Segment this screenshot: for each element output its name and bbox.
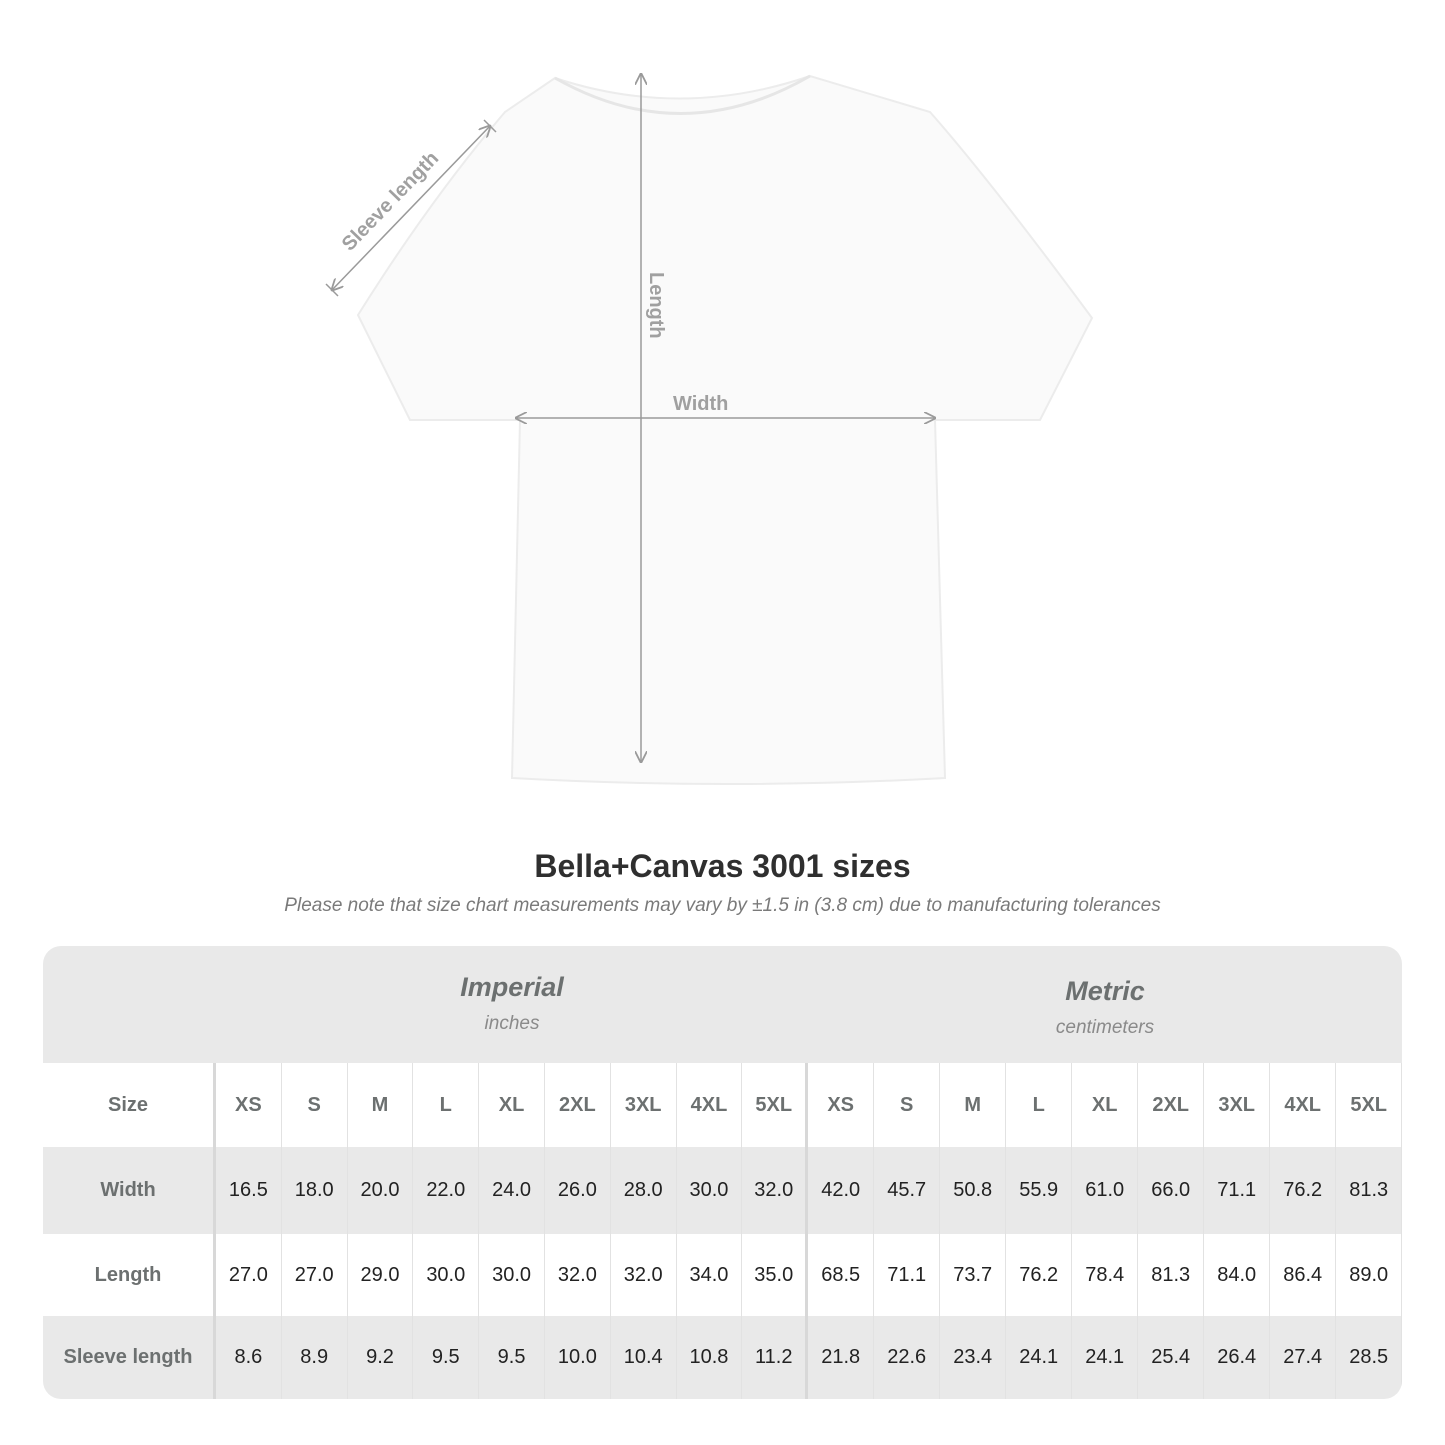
table-cell: 20.0 [348, 1147, 414, 1234]
size-header: XL [1072, 1063, 1139, 1147]
sleeve-measure-cap [483, 119, 497, 133]
size-header: M [348, 1063, 414, 1147]
metric-header: Metric centimeters [808, 946, 1402, 1093]
table-cell: 76.2 [1006, 1234, 1073, 1316]
size-header: 3XL [1204, 1063, 1271, 1147]
table-cell: 45.7 [874, 1147, 941, 1234]
table-cell: 84.0 [1204, 1234, 1271, 1316]
table-cell: 22.6 [874, 1316, 941, 1399]
metric-title: Metric [1065, 976, 1145, 1006]
tolerance-note: Please note that size chart measurements… [284, 895, 1161, 916]
table-cell: 9.5 [413, 1316, 480, 1399]
table-cell: 27.4 [1270, 1316, 1337, 1399]
size-header: S [874, 1063, 941, 1147]
table-cell: 71.1 [1204, 1147, 1271, 1234]
size-header: 2XL [545, 1063, 611, 1147]
table-cell: 89.0 [1336, 1234, 1402, 1316]
table-cell: 10.4 [611, 1316, 677, 1399]
size-header: XS [808, 1063, 875, 1147]
table-cell: 78.4 [1072, 1234, 1139, 1316]
table-cell: 25.4 [1138, 1316, 1205, 1399]
row-label: Sleeve length [43, 1316, 216, 1399]
table-row-sleeve-length: Sleeve length 8.6 8.9 9.2 9.5 9.5 10.0 10.4 10.8… [43, 1316, 1402, 1399]
table-cell: 23.4 [940, 1316, 1007, 1399]
size-table: Imperial inches Metric centimeters Size X… [43, 946, 1402, 1399]
table-cell: 29.0 [348, 1234, 414, 1316]
table-cell: 9.5 [479, 1316, 545, 1399]
table-cell: 24.1 [1006, 1316, 1073, 1399]
imperial-unit: inches [484, 1013, 540, 1034]
table-cell: 8.6 [216, 1316, 282, 1399]
table-cell: 68.5 [808, 1234, 875, 1316]
row-label: Size [43, 1063, 216, 1147]
table-cell: 34.0 [677, 1234, 743, 1316]
table-cell: 10.8 [677, 1316, 743, 1399]
table-cell: 30.0 [413, 1234, 480, 1316]
width-label: Width [673, 393, 728, 415]
table-cell: 81.3 [1138, 1234, 1205, 1316]
row-label: Length [43, 1234, 216, 1316]
table-cell: 71.1 [874, 1234, 941, 1316]
metric-unit: centimeters [1055, 1017, 1155, 1038]
table-cell: 18.0 [282, 1147, 348, 1234]
size-header: 4XL [1270, 1063, 1337, 1147]
table-cell: 32.0 [742, 1147, 809, 1234]
size-header-row: Size XS S M L XL 2XL 3XL 4XL 5XL XS S M L XL 2XL 3XL 4XL 5… [43, 1063, 1402, 1147]
table-cell: 50.8 [940, 1147, 1007, 1234]
table-cell: 16.5 [216, 1147, 282, 1234]
table-cell: 73.7 [940, 1234, 1007, 1316]
table-cell: 55.9 [1006, 1147, 1073, 1234]
table-cell: 28.0 [611, 1147, 677, 1234]
sleeve-measure-cap [325, 283, 339, 297]
size-header: 3XL [611, 1063, 677, 1147]
size-header: XL [479, 1063, 545, 1147]
table-cell: 21.8 [808, 1316, 875, 1399]
size-header: L [1006, 1063, 1073, 1147]
chart-title: Bella+Canvas 3001 sizes [534, 848, 911, 884]
table-cell: 61.0 [1072, 1147, 1139, 1234]
table-cell: 76.2 [1270, 1147, 1337, 1234]
table-cell: 9.2 [348, 1316, 414, 1399]
imperial-title: Imperial [460, 972, 564, 1002]
size-header: M [940, 1063, 1007, 1147]
table-cell: 24.1 [1072, 1316, 1139, 1399]
table-cell: 27.0 [216, 1234, 282, 1316]
size-header: XS [216, 1063, 282, 1147]
table-cell: 66.0 [1138, 1147, 1205, 1234]
table-cell: 26.4 [1204, 1316, 1271, 1399]
table-cell: 8.9 [282, 1316, 348, 1399]
tshirt-shape [356, 74, 1094, 785]
table-cell: 11.2 [742, 1316, 809, 1399]
table-row-width: Width 16.5 18.0 20.0 22.0 24.0 26.0 28.0 30.0 32.… [43, 1147, 1402, 1234]
table-cell: 10.0 [545, 1316, 611, 1399]
table-cell: 32.0 [611, 1234, 677, 1316]
table-cell: 42.0 [808, 1147, 875, 1234]
length-label: Length [645, 272, 667, 339]
size-header: S [282, 1063, 348, 1147]
tshirt-diagram: Sleeve length Length Width [325, 0, 1094, 785]
table-cell: 30.0 [677, 1147, 743, 1234]
tshirt-collar [554, 74, 811, 115]
imperial-header: Imperial inches [216, 946, 808, 1089]
size-header: 5XL [742, 1063, 809, 1147]
table-cell: 32.0 [545, 1234, 611, 1316]
size-header: 5XL [1336, 1063, 1402, 1147]
row-label: Width [43, 1147, 216, 1234]
table-cell: 28.5 [1336, 1316, 1402, 1399]
table-cell: 24.0 [479, 1147, 545, 1234]
table-cell: 22.0 [413, 1147, 480, 1234]
table-cell: 81.3 [1336, 1147, 1402, 1234]
table-cell: 30.0 [479, 1234, 545, 1316]
table-cell: 27.0 [282, 1234, 348, 1316]
table-row-length: Length 27.0 27.0 29.0 30.0 30.0 32.0 32.0 34.0 35… [43, 1234, 1402, 1316]
table-cell: 26.0 [545, 1147, 611, 1234]
size-header: 2XL [1138, 1063, 1205, 1147]
table-cell: 35.0 [742, 1234, 809, 1316]
size-header: L [413, 1063, 480, 1147]
table-cell: 86.4 [1270, 1234, 1337, 1316]
size-header: 4XL [677, 1063, 743, 1147]
sleeve-measure-line [332, 126, 490, 290]
